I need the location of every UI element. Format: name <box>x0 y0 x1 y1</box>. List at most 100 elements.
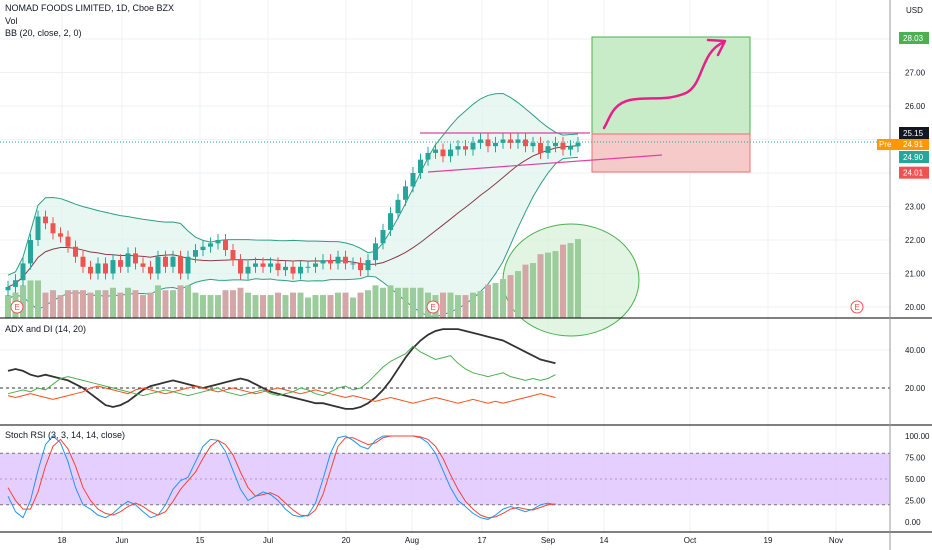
volume-bar <box>35 280 41 318</box>
candle-body <box>253 263 258 267</box>
volume-bar <box>335 292 341 318</box>
volume-bar <box>267 295 274 318</box>
candle-body <box>313 263 318 267</box>
volume-bar <box>72 290 79 318</box>
candle-body <box>395 199 401 214</box>
stop-tag-bg <box>899 166 929 179</box>
volume-bar <box>560 244 566 318</box>
candle-body <box>568 146 573 150</box>
candle-body <box>545 146 551 153</box>
candle-body <box>178 256 183 274</box>
stoch-tick-label: 25.00 <box>905 497 926 506</box>
candle-body <box>95 263 101 274</box>
volume-bar <box>185 285 191 318</box>
stoch-tick-label: 0.00 <box>905 518 921 527</box>
volume-bar <box>147 292 154 318</box>
candle-body <box>553 142 558 147</box>
volume-bar <box>177 285 184 318</box>
currency-label: USD <box>906 6 923 15</box>
candle-body <box>538 142 543 153</box>
volume-bar <box>350 297 356 318</box>
x-tick-label: 19 <box>764 536 773 545</box>
earnings-marker <box>10 300 24 314</box>
volume-bar <box>125 287 131 318</box>
resistance-tag-text: 25.15 <box>903 129 924 138</box>
earnings-marker-label: E <box>854 303 859 312</box>
volume-bar <box>222 290 229 318</box>
x-tick-label: 20 <box>342 536 351 545</box>
stoch-tick-label: 50.00 <box>905 475 926 484</box>
candle-body <box>170 256 176 267</box>
di_plus-line <box>7 345 556 397</box>
candle-body <box>125 253 131 267</box>
candle-body <box>425 152 431 160</box>
volume-bar <box>117 292 124 318</box>
x-tick-label: 14 <box>600 536 609 545</box>
y-tick-label: 26.00 <box>905 102 926 111</box>
x-tick-label: 17 <box>478 536 487 545</box>
bb-upper <box>7 92 579 276</box>
candle-body <box>440 149 446 157</box>
volume-bar <box>372 285 379 318</box>
candles <box>5 133 581 297</box>
volume-bar <box>5 295 11 318</box>
volume-bar <box>155 285 161 318</box>
volume-bar <box>492 283 499 318</box>
target-zone[interactable] <box>591 36 751 135</box>
candle-body <box>35 216 41 240</box>
volume-bar <box>20 285 26 318</box>
volume-bar <box>365 290 371 318</box>
volume-bar <box>230 290 236 318</box>
stoch-rsi-title: Stoch RSI (3, 3, 14, 14, close) <box>5 430 126 440</box>
volume-bar <box>537 254 544 318</box>
candle-body <box>343 256 348 264</box>
x-tick-label: Aug <box>405 536 419 545</box>
resistance-tag-bg <box>899 127 929 139</box>
candle-body <box>245 266 251 274</box>
candle-body <box>410 173 416 187</box>
volume-bar <box>440 292 446 318</box>
support-trendline[interactable] <box>427 154 663 173</box>
volume-bar <box>162 290 169 318</box>
volume-bars <box>5 239 581 318</box>
candle-body <box>350 263 356 265</box>
candle-body <box>5 286 11 291</box>
volume-bar <box>380 287 386 318</box>
candle-body <box>103 263 108 274</box>
x-tick-label: Nov <box>829 536 843 545</box>
candle-body <box>133 253 138 264</box>
candle-body <box>433 149 438 153</box>
volume-bar <box>95 290 101 318</box>
volume-bar <box>470 292 476 318</box>
candle-body <box>275 263 281 271</box>
candle-body <box>20 263 26 281</box>
x-tick-label: Sep <box>541 536 556 545</box>
volume-bar <box>500 279 506 318</box>
volume-bar <box>327 295 334 318</box>
x-tick-label: Jul <box>263 536 273 545</box>
stoch_d-line <box>7 435 556 519</box>
y-tick-label: 21.00 <box>905 270 926 279</box>
projection-arrow[interactable] <box>602 40 726 130</box>
volume-bar <box>132 290 139 318</box>
candle-body <box>478 139 483 143</box>
price-tags: 28.03 25.15 24.90 24.01 Pre 24.91 <box>877 31 929 179</box>
candle-body <box>290 266 296 274</box>
adx-tick-label: 20.00 <box>905 384 926 393</box>
volume-label: Vol <box>5 16 18 26</box>
stoch-tick-label: 75.00 <box>905 454 926 463</box>
last-price-tag-text: 24.90 <box>903 153 924 162</box>
target-tag-text: 28.03 <box>903 34 924 43</box>
candle-body <box>305 266 311 268</box>
candle-body <box>260 263 266 267</box>
stoch-tick-label: 100.00 <box>905 432 930 441</box>
stop-zone[interactable] <box>591 133 751 173</box>
volume-bar <box>402 287 409 318</box>
volume-bar <box>110 287 116 318</box>
volume-bar <box>410 287 416 318</box>
candle-body <box>298 266 303 274</box>
candle-body <box>88 266 93 274</box>
candle-body <box>118 260 123 267</box>
adx-lines <box>0 328 890 410</box>
